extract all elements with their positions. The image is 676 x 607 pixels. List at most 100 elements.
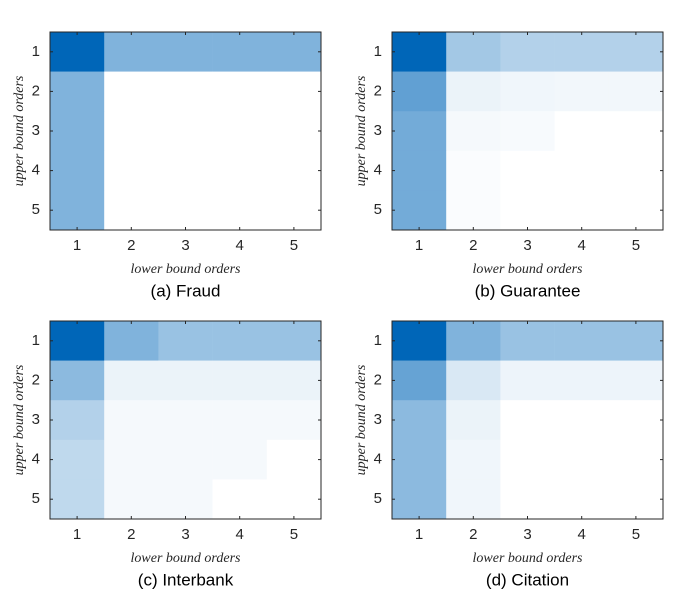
cell (446, 71, 501, 112)
x-tick-label: 2 (469, 526, 477, 543)
cell (104, 321, 159, 361)
cell (446, 150, 501, 191)
cell (104, 150, 159, 191)
cell (212, 479, 268, 520)
cell (158, 190, 213, 231)
cell (500, 400, 555, 441)
cell (554, 321, 610, 361)
x-tick-label: 2 (469, 237, 477, 254)
cell (554, 190, 610, 231)
cell (554, 400, 610, 441)
cell (212, 439, 268, 480)
cell (392, 479, 447, 520)
cell (158, 111, 213, 152)
cell (212, 190, 268, 231)
cell (500, 111, 555, 152)
cell (392, 111, 447, 152)
cell (500, 190, 555, 231)
cell (212, 111, 268, 152)
y-tick-label: 2 (32, 82, 40, 99)
heatmap (50, 32, 322, 231)
x-tick-label: 1 (415, 526, 423, 543)
cell (446, 111, 501, 152)
cell (212, 32, 268, 72)
caption: (d) Citation (486, 570, 569, 589)
y-axis-label: upper bound orders (354, 75, 369, 186)
cell (158, 32, 213, 72)
x-tick-label: 5 (290, 237, 298, 254)
cell (608, 479, 664, 520)
heatmap (392, 321, 664, 520)
cell (158, 150, 213, 191)
x-tick-label: 4 (578, 237, 586, 254)
cell (554, 150, 610, 191)
cell (158, 439, 213, 480)
y-tick-label: 3 (374, 411, 382, 428)
cell (50, 479, 105, 520)
cell (392, 439, 447, 480)
cell (500, 32, 555, 72)
cell (266, 150, 322, 191)
cell (500, 479, 555, 520)
y-tick-label: 2 (32, 371, 40, 388)
cell (266, 71, 322, 112)
cell (212, 400, 268, 441)
cell (608, 150, 664, 191)
cell (266, 479, 322, 520)
cell (50, 71, 105, 112)
cell (266, 321, 322, 361)
y-tick-label: 5 (374, 201, 382, 218)
cell (50, 321, 105, 361)
cell (554, 111, 610, 152)
cell (500, 71, 555, 112)
cell (50, 439, 105, 480)
cell (104, 71, 159, 112)
y-tick-label: 1 (374, 43, 382, 60)
x-tick-label: 2 (127, 237, 135, 254)
cell (608, 321, 664, 361)
caption: (b) Guarantee (475, 281, 581, 300)
cell (392, 190, 447, 231)
cell (104, 400, 159, 441)
x-tick-label: 5 (632, 237, 640, 254)
cell (212, 321, 268, 361)
y-tick-label: 2 (374, 82, 382, 99)
cell (158, 400, 213, 441)
cell (104, 190, 159, 231)
x-tick-label: 4 (578, 526, 586, 543)
cell (158, 479, 213, 520)
x-tick-label: 5 (290, 526, 298, 543)
caption: (a) Fraud (151, 281, 221, 300)
cell (392, 32, 447, 72)
cell (608, 439, 664, 480)
cell (158, 71, 213, 112)
cell (446, 321, 501, 361)
y-tick-label: 3 (32, 411, 40, 428)
cell (500, 150, 555, 191)
cell (554, 479, 610, 520)
x-tick-label: 1 (415, 237, 423, 254)
cell (104, 479, 159, 520)
cell (608, 111, 664, 152)
y-tick-label: 1 (32, 43, 40, 60)
cell (500, 439, 555, 480)
cell (554, 32, 610, 72)
cell (446, 439, 501, 480)
cell (212, 360, 268, 401)
y-tick-label: 5 (374, 490, 382, 507)
cell (104, 439, 159, 480)
cell (266, 190, 322, 231)
x-tick-label: 1 (73, 237, 81, 254)
cell (212, 150, 268, 191)
y-tick-label: 4 (374, 451, 382, 468)
cell (266, 360, 322, 401)
cell (158, 360, 213, 401)
cell (446, 400, 501, 441)
x-tick-label: 3 (181, 237, 189, 254)
x-axis-label: lower bound orders (473, 551, 583, 566)
cell (50, 150, 105, 191)
cell (608, 32, 664, 72)
cell (104, 360, 159, 401)
x-tick-label: 3 (181, 526, 189, 543)
